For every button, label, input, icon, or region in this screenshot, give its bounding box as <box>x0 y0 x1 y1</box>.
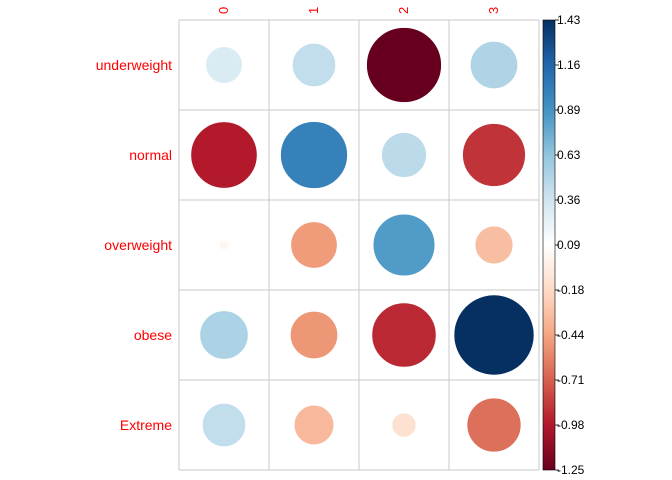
correlation-circle-obese-2 <box>371 302 437 368</box>
correlation-circle-underweight-3 <box>470 41 518 89</box>
colorbar-tick-label: 0.89 <box>557 103 581 117</box>
colorbar-gradient <box>542 19 556 471</box>
correlation-circle-extreme-2 <box>391 412 417 438</box>
row-label: Extreme <box>120 417 172 433</box>
column-label: 0 <box>216 7 231 14</box>
correlation-circle-obese-1 <box>290 311 338 359</box>
column-label: 2 <box>396 7 411 14</box>
column-labels: 0 1 2 3 <box>216 7 501 14</box>
column-label: 3 <box>486 7 501 14</box>
correlation-circle-underweight-2 <box>366 27 442 103</box>
correlation-circle-extreme-1 <box>293 404 335 446</box>
correlation-circle-normal-2 <box>381 132 427 178</box>
correlation-circle-obese-3 <box>453 294 535 376</box>
colorbar-tick-label: 0.63 <box>557 148 581 162</box>
correlation-circle-extreme-0 <box>202 403 246 447</box>
correlation-circle-normal-0 <box>190 121 258 189</box>
row-label: underweight <box>96 57 172 73</box>
colorbar-tick-label: 1.16 <box>557 58 581 72</box>
colorbar-tick-label: 1.43 <box>557 13 581 27</box>
correlation-circle-underweight-0 <box>205 46 243 84</box>
colorbar-tick-label: 0.09 <box>557 238 581 252</box>
colorbar-tick-label: -0.18 <box>557 283 585 297</box>
plot-grid <box>178 19 540 471</box>
correlation-circle-overweight-2 <box>372 213 436 277</box>
row-label: normal <box>129 147 172 163</box>
colorbar: 1.43 1.16 0.89 0.63 0.36 0.09 -0.18 -0.44 -0.71 -… <box>542 13 585 477</box>
correlation-circle-extreme-3 <box>466 397 522 453</box>
colorbar-tick-label: -0.71 <box>557 373 585 387</box>
row-label: overweight <box>104 237 172 253</box>
correlation-circle-overweight-0 <box>218 239 230 251</box>
colorbar-tick-label: -0.44 <box>557 328 585 342</box>
correlation-circle-overweight-3 <box>474 225 514 265</box>
column-label: 1 <box>306 7 321 14</box>
colorbar-tick-label: 0.36 <box>557 193 581 207</box>
correlation-circle-obese-0 <box>199 310 249 360</box>
colorbar-tick-label: -0.98 <box>557 418 585 432</box>
correlation-circle-underweight-1 <box>292 43 336 87</box>
correlation-circle-normal-1 <box>280 121 348 189</box>
row-labels: underweight normal overweight obese Extreme <box>96 57 172 433</box>
colorbar-tick-label: -1.25 <box>557 463 585 477</box>
correlation-circle-normal-3 <box>462 123 526 187</box>
correlation-circle-overweight-1 <box>290 221 338 269</box>
plot-circles <box>190 27 535 453</box>
row-label: obese <box>134 327 172 343</box>
